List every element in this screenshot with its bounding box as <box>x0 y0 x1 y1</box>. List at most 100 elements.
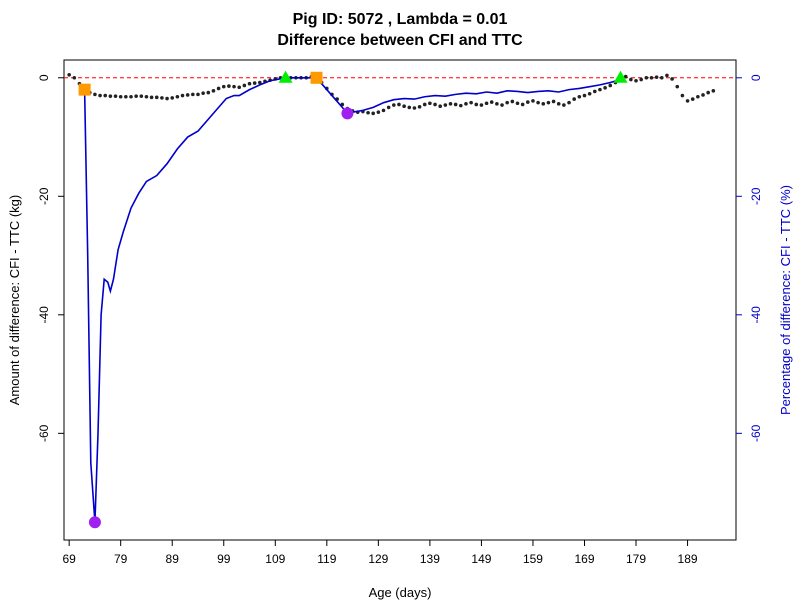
data-point <box>392 103 396 107</box>
marker-circle <box>341 107 354 120</box>
data-point <box>556 102 561 106</box>
data-point <box>72 75 77 80</box>
data-point <box>417 105 422 109</box>
x-tick-label: 159 <box>523 552 543 566</box>
data-point <box>227 84 231 88</box>
data-point <box>701 93 705 97</box>
data-point <box>113 94 118 98</box>
data-point <box>520 102 525 107</box>
plot-frame <box>63 59 737 541</box>
y-tick-label: 0 <box>37 74 51 81</box>
data-point <box>592 89 597 94</box>
data-point <box>258 80 262 85</box>
data-point <box>572 97 576 101</box>
data-point <box>665 73 669 78</box>
data-point <box>366 110 370 115</box>
x-tick-label: 189 <box>678 552 698 566</box>
data-point <box>118 94 123 99</box>
data-point <box>505 100 509 105</box>
y2-tick-label: -60 <box>749 424 763 442</box>
data-point <box>428 101 432 106</box>
data-point <box>582 93 587 98</box>
data-point <box>407 105 412 110</box>
x-tick-label: 99 <box>217 552 231 566</box>
data-point <box>690 97 695 101</box>
data-point <box>685 99 690 103</box>
data-point <box>541 102 546 106</box>
data-point <box>623 74 628 79</box>
data-point <box>381 108 386 113</box>
data-point <box>675 84 680 89</box>
y-axis-label: Amount of difference: CFI - TTC (kg) <box>7 195 22 405</box>
x-axis-label: Age (days) <box>369 585 432 600</box>
data-point <box>144 94 149 99</box>
data-point <box>680 93 685 98</box>
x-tick-label: 69 <box>62 552 76 566</box>
data-point <box>103 93 108 98</box>
data-point <box>124 94 128 99</box>
data-point <box>108 94 113 98</box>
data-point <box>185 93 190 97</box>
data-point <box>479 103 484 107</box>
data-point <box>577 94 582 99</box>
data-point <box>670 77 674 81</box>
data-point <box>412 106 417 110</box>
marker-square <box>78 83 91 96</box>
data-point <box>469 100 473 105</box>
data-point <box>129 94 133 99</box>
x-tick-label: 119 <box>317 552 336 566</box>
x-tick-label: 169 <box>574 552 594 566</box>
data-point <box>376 110 381 114</box>
data-point <box>221 84 226 89</box>
data-point <box>464 102 468 106</box>
chart-subtitle: Difference between CFI and TTC <box>277 32 523 49</box>
y-tick-label: -60 <box>37 424 51 442</box>
data-point <box>175 94 180 99</box>
data-point <box>551 99 556 104</box>
y2-tick-label: -40 <box>749 306 763 324</box>
data-point <box>242 83 247 88</box>
data-point <box>237 85 242 90</box>
data-point <box>706 90 710 95</box>
data-point <box>489 100 494 104</box>
data-point <box>165 96 169 101</box>
data-point <box>711 89 716 93</box>
data-point <box>216 86 221 91</box>
data-point <box>515 101 520 106</box>
y2-tick-label: 0 <box>749 74 763 81</box>
data-point <box>247 81 252 86</box>
data-point <box>98 93 102 98</box>
data-point <box>180 93 185 98</box>
data-point <box>526 100 530 104</box>
data-point <box>397 102 401 107</box>
data-point <box>149 95 154 100</box>
data-point <box>639 77 643 82</box>
data-point <box>696 94 700 99</box>
data-point <box>649 75 654 80</box>
data-point <box>459 103 463 108</box>
x-tick-label: 139 <box>420 552 440 566</box>
data-point <box>587 91 592 96</box>
data-point <box>629 77 633 82</box>
data-point <box>211 89 216 93</box>
data-point <box>201 91 205 95</box>
data-point <box>536 100 540 105</box>
data-point <box>634 78 638 83</box>
data-point <box>531 99 535 103</box>
data-point <box>603 86 607 90</box>
data-point <box>371 111 376 116</box>
data-point <box>654 75 659 79</box>
data-point <box>562 103 566 107</box>
x-tick-label: 109 <box>265 552 285 566</box>
data-point <box>402 104 406 109</box>
marker-triangle <box>278 70 293 83</box>
data-point <box>433 102 437 107</box>
data-point <box>608 83 613 88</box>
data-point <box>448 102 453 106</box>
data-point <box>500 103 504 107</box>
data-point <box>93 92 97 97</box>
data-point <box>196 92 200 97</box>
marker-circle <box>88 516 101 529</box>
data-point <box>191 92 195 97</box>
